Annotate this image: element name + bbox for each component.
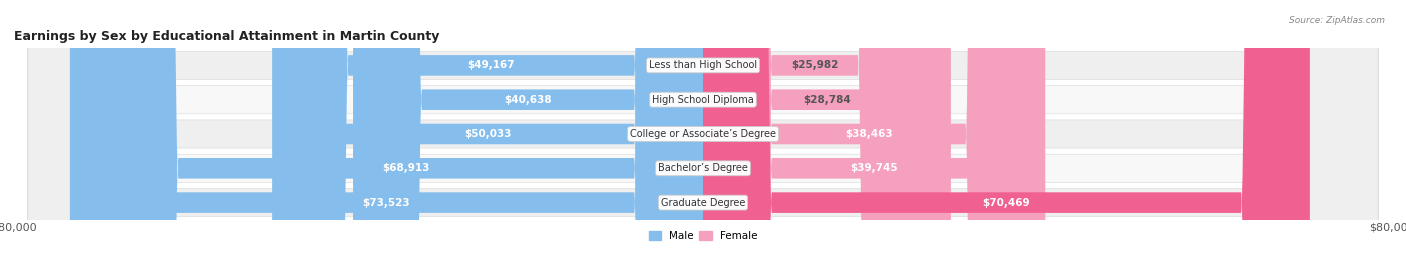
FancyBboxPatch shape (70, 0, 703, 268)
FancyBboxPatch shape (28, 0, 1378, 268)
FancyBboxPatch shape (703, 0, 927, 268)
Text: Less than High School: Less than High School (650, 60, 756, 70)
Text: $49,167: $49,167 (467, 60, 515, 70)
Text: Source: ZipAtlas.com: Source: ZipAtlas.com (1289, 16, 1385, 25)
FancyBboxPatch shape (703, 0, 1035, 268)
FancyBboxPatch shape (703, 0, 1045, 268)
Text: $38,463: $38,463 (845, 129, 893, 139)
FancyBboxPatch shape (28, 0, 1378, 268)
Text: $40,638: $40,638 (505, 95, 551, 105)
Text: $25,982: $25,982 (792, 60, 838, 70)
Text: High School Diploma: High School Diploma (652, 95, 754, 105)
Text: Earnings by Sex by Educational Attainment in Martin County: Earnings by Sex by Educational Attainmen… (14, 30, 440, 43)
FancyBboxPatch shape (273, 0, 703, 268)
Text: $50,033: $50,033 (464, 129, 512, 139)
FancyBboxPatch shape (703, 0, 950, 268)
FancyBboxPatch shape (280, 0, 703, 268)
FancyBboxPatch shape (703, 0, 1310, 268)
Text: $73,523: $73,523 (363, 198, 411, 208)
Text: Graduate Degree: Graduate Degree (661, 198, 745, 208)
FancyBboxPatch shape (110, 0, 703, 268)
Text: College or Associate’s Degree: College or Associate’s Degree (630, 129, 776, 139)
Text: $68,913: $68,913 (382, 163, 430, 173)
Text: $70,469: $70,469 (983, 198, 1031, 208)
FancyBboxPatch shape (28, 0, 1378, 268)
FancyBboxPatch shape (28, 0, 1378, 268)
Text: Bachelor’s Degree: Bachelor’s Degree (658, 163, 748, 173)
Text: $39,745: $39,745 (851, 163, 898, 173)
FancyBboxPatch shape (353, 0, 703, 268)
Text: $28,784: $28,784 (803, 95, 851, 105)
Legend: Male, Female: Male, Female (644, 227, 762, 245)
FancyBboxPatch shape (28, 0, 1378, 268)
